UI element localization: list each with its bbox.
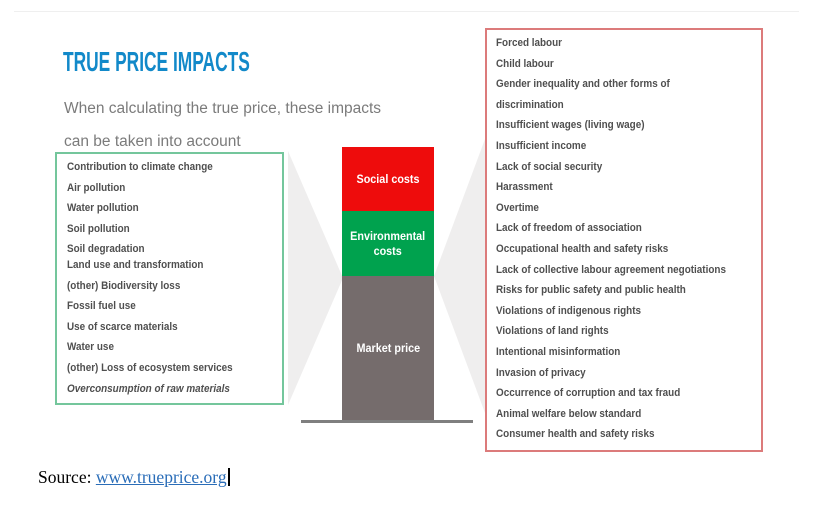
environmental-impacts-box: Contribution to climate change Air pollut… — [55, 152, 284, 406]
bar-segment-social-costs: Social costs — [342, 147, 434, 211]
impact-item: Gender inequality and other forms of dis… — [496, 78, 670, 111]
slide-top-edge — [14, 11, 799, 12]
bar-segment-environmental-costs: Environmental costs — [342, 211, 434, 276]
impact-item: Soil degradation — [67, 243, 145, 256]
subtitle: When calculating the true price, these i… — [64, 92, 381, 158]
impact-item: Land use and transformation — [67, 258, 204, 271]
impact-item: Air pollution — [67, 181, 126, 194]
beam-left-shape — [288, 151, 343, 405]
impact-item: Lack of collective labour agreement nego… — [496, 263, 726, 276]
impact-item: Lack of freedom of association — [496, 222, 642, 235]
impact-item: Fossil fuel use — [67, 300, 136, 313]
impact-item: Use of scarce materials — [67, 320, 178, 333]
impact-item: Occupational health and safety risks — [496, 242, 669, 255]
impact-item: Insufficient income — [496, 139, 587, 152]
subtitle-line-2: can be taken into account — [64, 133, 241, 150]
impact-item: (other) Loss of ecosystem services — [67, 361, 233, 374]
impact-item: Occurrence of corruption and tax fraud — [496, 387, 681, 400]
subtitle-line-1: When calculating the true price, these i… — [64, 100, 382, 117]
impact-item: (other) Biodiversity loss — [67, 279, 181, 292]
impact-item: Child labour — [496, 57, 554, 70]
bar-segment-market-price: Market price — [342, 276, 434, 421]
impact-item: Overtime — [496, 201, 539, 214]
impact-item: Contribution to climate change — [67, 161, 213, 173]
source-label: Source: — [38, 467, 92, 487]
bar-segment-label: Market price — [356, 341, 420, 355]
source-line: Source: www.trueprice.org — [38, 467, 230, 488]
impact-item: Intentional misinformation — [496, 345, 621, 358]
social-impacts-box: Forced labour Child labour Gender inequali… — [485, 28, 763, 452]
impact-item: Forced labour — [496, 37, 563, 49]
impact-item: Lack of social security — [496, 160, 603, 173]
bar-baseline — [301, 420, 473, 423]
impact-item: Water use — [67, 341, 114, 354]
page-title: TRUE PRICE IMPACTS — [63, 46, 250, 77]
impact-item: Animal welfare below standard — [496, 407, 642, 420]
impact-item: Violations of land rights — [496, 325, 609, 338]
beam-right-shape — [434, 131, 488, 421]
impact-item: Soil pollution — [67, 222, 130, 235]
true-price-stacked-bar: Social costs Environmental costs Market … — [342, 147, 434, 421]
impact-item: Invasion of privacy — [496, 366, 586, 379]
impact-item: Harassment — [496, 181, 553, 194]
bar-segment-label: Social costs — [356, 171, 420, 186]
impact-item: Violations of indigenous rights — [496, 304, 642, 317]
impact-item: Overconsumption of raw materials — [67, 382, 230, 395]
impact-item: Insufficient wages (living wage) — [496, 119, 645, 132]
impact-item: Risks for public safety and public healt… — [496, 284, 686, 297]
impact-item: Consumer health and safety risks — [496, 428, 655, 441]
bar-segment-label: Environmental costs — [350, 228, 426, 258]
impact-item: Water pollution — [67, 202, 139, 215]
text-caret — [227, 468, 230, 486]
source-link[interactable]: www.trueprice.org — [95, 467, 227, 487]
